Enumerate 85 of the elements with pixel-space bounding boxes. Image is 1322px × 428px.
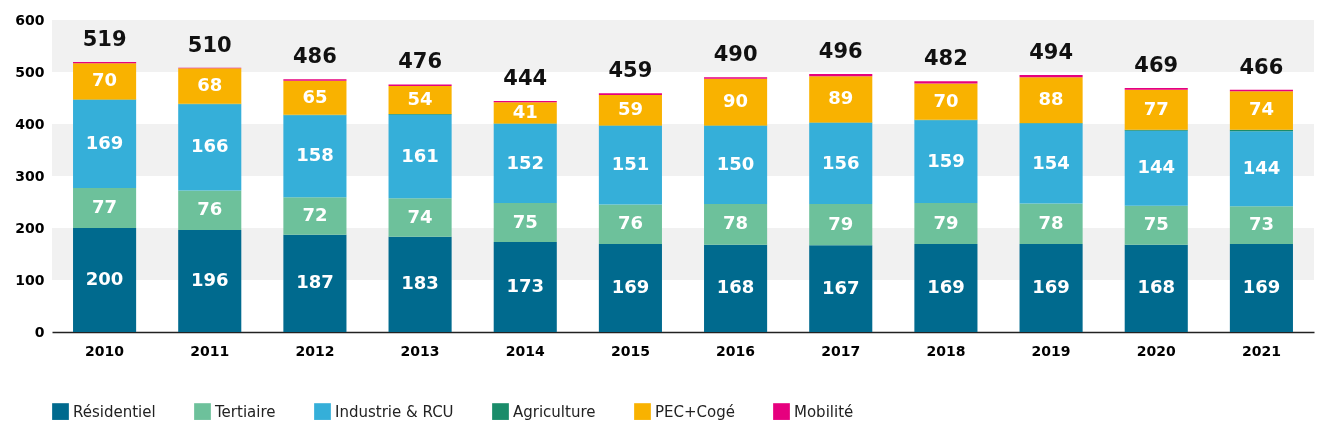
data-label: 90	[723, 90, 749, 112]
data-label: 75	[1143, 213, 1169, 235]
x-tick-label: 2019	[1031, 342, 1071, 359]
legend-label: Mobilité	[794, 402, 854, 421]
x-tick-label: 2016	[716, 342, 756, 359]
data-label: 169	[1032, 276, 1070, 298]
data-label: 167	[821, 276, 860, 298]
total-label: 469	[1134, 53, 1179, 78]
data-label: 200	[85, 268, 124, 289]
total-label: 510	[187, 32, 232, 57]
total-label: 496	[818, 39, 863, 64]
data-label: 169	[85, 132, 124, 154]
data-label: 158	[296, 144, 334, 166]
legend-label: PEC+Cogé	[655, 402, 735, 421]
data-label: 73	[1248, 213, 1274, 235]
data-label: 150	[716, 153, 755, 175]
data-label: 72	[302, 204, 328, 226]
x-tick-label: 2013	[400, 342, 440, 359]
data-label: 168	[1137, 276, 1176, 298]
data-label: 168	[716, 276, 755, 298]
data-label: 151	[611, 153, 650, 175]
total-label: 459	[608, 58, 653, 83]
y-tick-label: 300	[15, 167, 45, 184]
data-label: 76	[617, 212, 643, 234]
data-label: 65	[302, 85, 328, 107]
data-label: 70	[92, 69, 118, 91]
data-label: 169	[611, 276, 650, 298]
x-tick-label: 2018	[926, 342, 966, 359]
total-label: 466	[1239, 54, 1284, 79]
data-label: 88	[1038, 88, 1064, 110]
x-tick-label: 2011	[190, 342, 230, 359]
data-label: 144	[1137, 156, 1176, 178]
data-label: 74	[1248, 98, 1274, 120]
x-tick-label: 2015	[610, 342, 650, 359]
data-label: 154	[1032, 151, 1070, 173]
data-label: 144	[1242, 156, 1281, 178]
data-label: 78	[1038, 211, 1064, 233]
data-label: 68	[197, 74, 223, 96]
data-label: 59	[617, 98, 643, 120]
y-tick-label: 600	[15, 11, 45, 28]
data-label: 76	[197, 198, 223, 220]
legend-label: Résidentiel	[73, 402, 156, 421]
data-label: 169	[1242, 276, 1281, 298]
x-tick-label: 2010	[85, 342, 125, 359]
x-tick-label: 2012	[295, 342, 335, 359]
data-label: 78	[723, 212, 749, 234]
data-label: 70	[933, 89, 959, 111]
data-label: 187	[296, 271, 334, 293]
data-label: 77	[1143, 97, 1169, 119]
data-label: 169	[927, 276, 965, 298]
data-label: 166	[190, 135, 229, 157]
data-label: 79	[828, 212, 854, 234]
total-label: 494	[1029, 40, 1074, 65]
total-label: 482	[923, 46, 968, 71]
data-label: 183	[401, 272, 439, 294]
data-label: 79	[933, 211, 959, 233]
y-tick-label: 400	[15, 115, 45, 132]
total-label: 476	[398, 49, 443, 74]
data-label: 161	[401, 144, 439, 166]
data-label: 196	[190, 269, 229, 291]
data-label: 54	[407, 88, 433, 110]
y-tick-label: 100	[15, 271, 45, 288]
data-label: 77	[92, 195, 118, 217]
x-tick-label: 2014	[505, 342, 545, 359]
data-label: 159	[927, 149, 965, 171]
total-label: 444	[503, 66, 548, 91]
data-label: 173	[506, 275, 545, 297]
data-label: 75	[512, 210, 538, 232]
data-label: 41	[512, 100, 538, 122]
total-label: 519	[82, 27, 127, 52]
total-label: 486	[292, 44, 337, 69]
data-label: 152	[506, 151, 545, 173]
y-tick-label: 0	[34, 323, 45, 340]
x-tick-label: 2017	[821, 342, 861, 359]
data-label: 89	[828, 87, 854, 109]
y-tick-label: 200	[15, 219, 45, 236]
legend-label: Agriculture	[513, 402, 596, 421]
x-tick-label: 2021	[1241, 342, 1281, 359]
y-tick-label: 500	[15, 63, 45, 80]
legend-label: Tertiaire	[214, 402, 276, 421]
data-label: 156	[821, 151, 860, 173]
total-label: 490	[713, 42, 758, 67]
legend-label: Industrie & RCU	[335, 402, 454, 421]
data-label: 74	[407, 205, 433, 227]
x-tick-label: 2020	[1136, 342, 1176, 359]
